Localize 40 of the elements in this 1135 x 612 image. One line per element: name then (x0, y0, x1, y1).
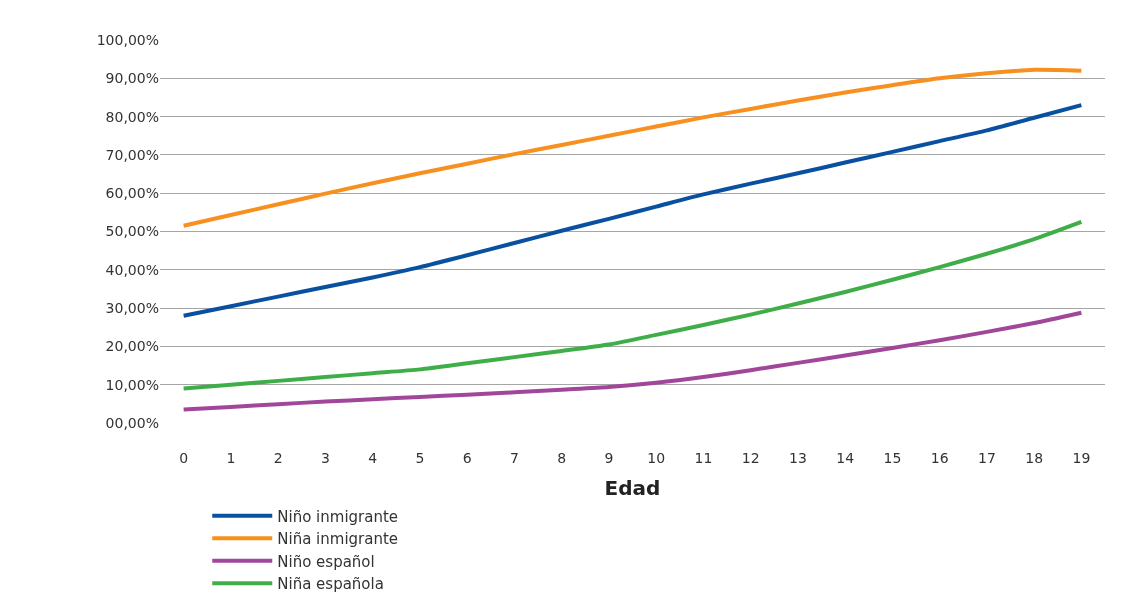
line-series (181, 67, 1084, 228)
x-tick-label: 3 (320, 450, 330, 466)
y-tick-label: 60,00% (105, 185, 159, 202)
x-tick-label: 9 (604, 450, 614, 466)
legend-label: Niña inmigrante (277, 530, 399, 549)
y-tick-label: 10,00% (105, 376, 159, 393)
x-tick-label: 17 (977, 450, 996, 466)
legend-label: Niño español (277, 552, 375, 571)
y-tick-label: 00,00% (105, 414, 159, 431)
line-series (181, 219, 1084, 391)
x-tick-label: 0 (179, 450, 189, 466)
x-tick-label: 16 (930, 450, 949, 466)
y-tick-label: 20,00% (105, 338, 159, 355)
y-tick-label: 100,00% (96, 31, 159, 48)
x-tick-label: 8 (557, 450, 567, 466)
line-series (181, 310, 1084, 412)
x-tick-label: 14 (836, 450, 855, 466)
x-tick-label: 18 (1025, 450, 1044, 466)
x-tick-label: 5 (415, 450, 425, 466)
y-tick-label: 70,00% (105, 146, 159, 163)
line-series (181, 103, 1084, 318)
x-tick-label: 6 (462, 450, 472, 466)
y-tick-label: 50,00% (105, 223, 159, 240)
x-tick-label: 7 (509, 450, 519, 466)
x-axis-title: Edad (604, 475, 661, 500)
x-tick-label: 4 (368, 450, 378, 466)
x-tick-label: 10 (647, 450, 666, 466)
x-tick-label: 1 (226, 450, 236, 466)
y-tick-label: 40,00% (105, 261, 159, 278)
y-tick-label: 90,00% (105, 70, 159, 87)
x-tick-label: 11 (694, 450, 713, 466)
x-tick-label: 2 (273, 450, 283, 466)
legend-label: Niña española (277, 575, 384, 594)
x-tick-label: 15 (883, 450, 902, 466)
y-tick-label: 80,00% (105, 108, 159, 125)
y-tick-label: 30,00% (105, 300, 159, 316)
x-tick-label: 12 (741, 450, 760, 466)
x-tick-label: 13 (788, 450, 807, 466)
x-tick-label: 19 (1072, 450, 1091, 466)
legend-label: Niño inmigrante (277, 507, 399, 526)
